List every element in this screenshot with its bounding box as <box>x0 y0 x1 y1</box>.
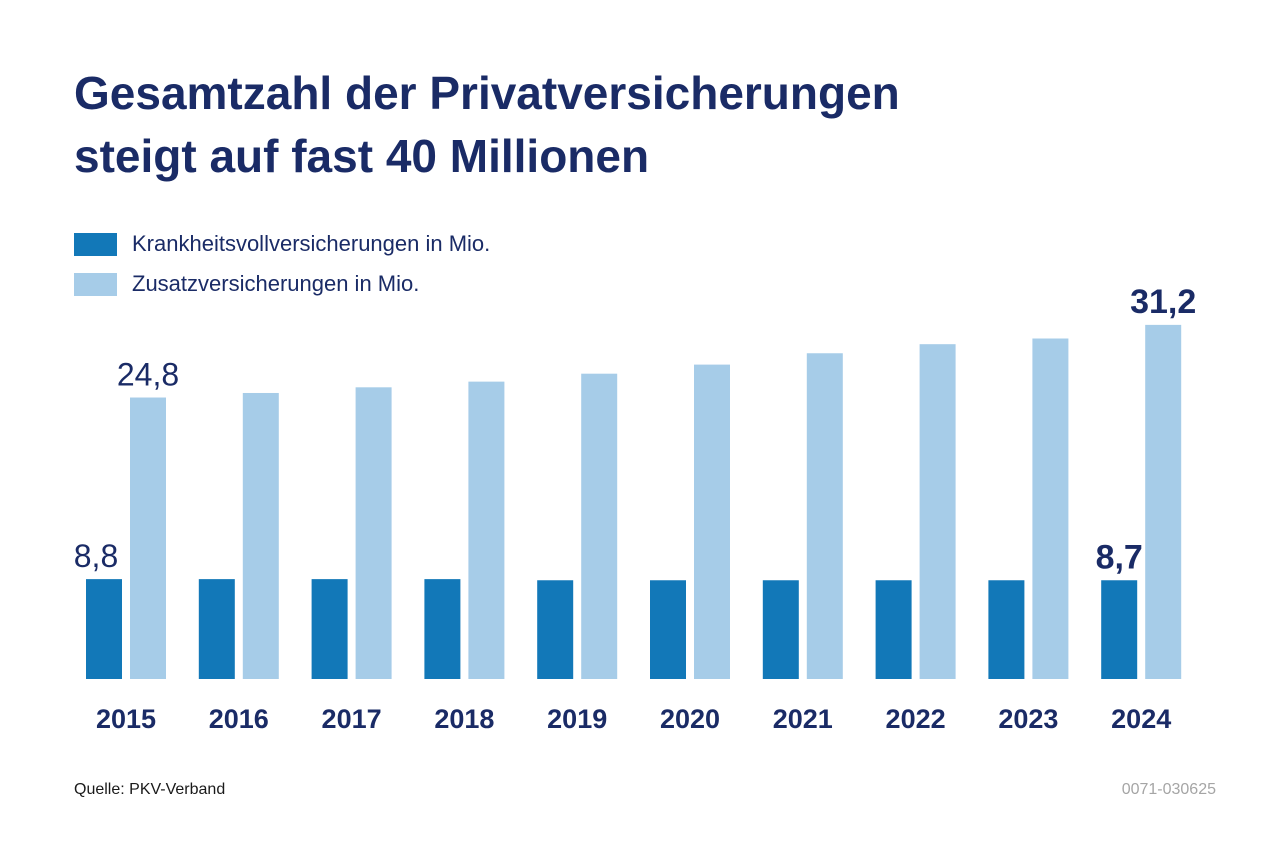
bar-vollversicherung-2022 <box>875 580 912 679</box>
data-label-vollversicherung-2015: 8,8 <box>74 538 118 574</box>
legend-item-vollversicherung: Krankheitsvollversicherungen in Mio. <box>74 224 490 264</box>
bar-vollversicherung-2017 <box>311 579 348 679</box>
legend-label-vollversicherung: Krankheitsvollversicherungen in Mio. <box>132 231 491 256</box>
x-tick-label-2015: 2015 <box>96 704 156 734</box>
legend-item-zusatzversicherung: Zusatzversicherungen in Mio. <box>74 264 490 304</box>
bar-zusatzversicherung-2015 <box>130 397 166 679</box>
bar-zusatzversicherung-2022 <box>919 344 956 679</box>
bar-zusatzversicherung-2018 <box>468 381 505 679</box>
x-tick-label-2019: 2019 <box>547 704 607 734</box>
bar-zusatzversicherung-2020 <box>694 364 730 679</box>
legend-label-zusatzversicherung: Zusatzversicherungen in Mio. <box>132 271 420 296</box>
x-tick-label-2017: 2017 <box>322 704 382 734</box>
bar-vollversicherung-2023 <box>988 580 1025 679</box>
bar-vollversicherung-2015 <box>86 579 122 679</box>
bar-vollversicherung-2024 <box>1101 580 1138 679</box>
x-tick-label-2022: 2022 <box>886 704 946 734</box>
legend-swatch-dark <box>74 232 117 256</box>
chart-title-line-1: Gesamtzahl der Privatversicherungen <box>74 67 900 119</box>
data-label-vollversicherung-2024: 8,7 <box>1096 538 1143 576</box>
x-tick-label-2021: 2021 <box>773 704 833 734</box>
x-tick-label-2018: 2018 <box>434 704 494 734</box>
bar-vollversicherung-2019 <box>537 580 574 679</box>
chart-legend: Krankheitsvollversicherungen in Mio. Zus… <box>74 224 490 304</box>
bar-vollversicherung-2016 <box>198 579 235 679</box>
graphic-code: 0071-030625 <box>1121 781 1216 798</box>
bar-zusatzversicherung-2023 <box>1032 338 1069 679</box>
bar-zusatzversicherung-2021 <box>806 353 843 679</box>
legend-swatch-light <box>74 272 117 296</box>
x-tick-label-2020: 2020 <box>660 704 720 734</box>
source-note: Quelle: PKV-Verband <box>74 781 226 798</box>
bar-zusatzversicherung-2019 <box>581 373 618 679</box>
bar-vollversicherung-2018 <box>424 579 461 679</box>
chart-title: Gesamtzahl der Privatversicherungen stei… <box>74 62 1194 188</box>
bar-vollversicherung-2021 <box>762 580 799 679</box>
bar-zusatzversicherung-2024 <box>1145 324 1182 679</box>
data-label-zusatzversicherung-2024: 31,2 <box>1130 283 1196 321</box>
x-tick-label-2023: 2023 <box>998 704 1058 734</box>
bar-zusatzversicherung-2016 <box>242 392 279 679</box>
data-label-zusatzversicherung-2015: 24,8 <box>117 357 179 393</box>
chart-title-line-2: steigt auf fast 40 Millionen <box>74 130 650 182</box>
x-tick-label-2024: 2024 <box>1111 704 1171 734</box>
bar-zusatzversicherung-2017 <box>355 387 392 679</box>
bar-vollversicherung-2020 <box>650 580 686 679</box>
x-tick-label-2016: 2016 <box>209 704 269 734</box>
